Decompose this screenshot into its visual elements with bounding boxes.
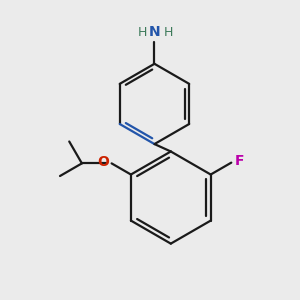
- Text: F: F: [235, 154, 244, 168]
- Text: N: N: [149, 25, 161, 38]
- Text: H: H: [137, 26, 147, 39]
- Text: H: H: [164, 26, 173, 39]
- Text: O: O: [98, 155, 109, 170]
